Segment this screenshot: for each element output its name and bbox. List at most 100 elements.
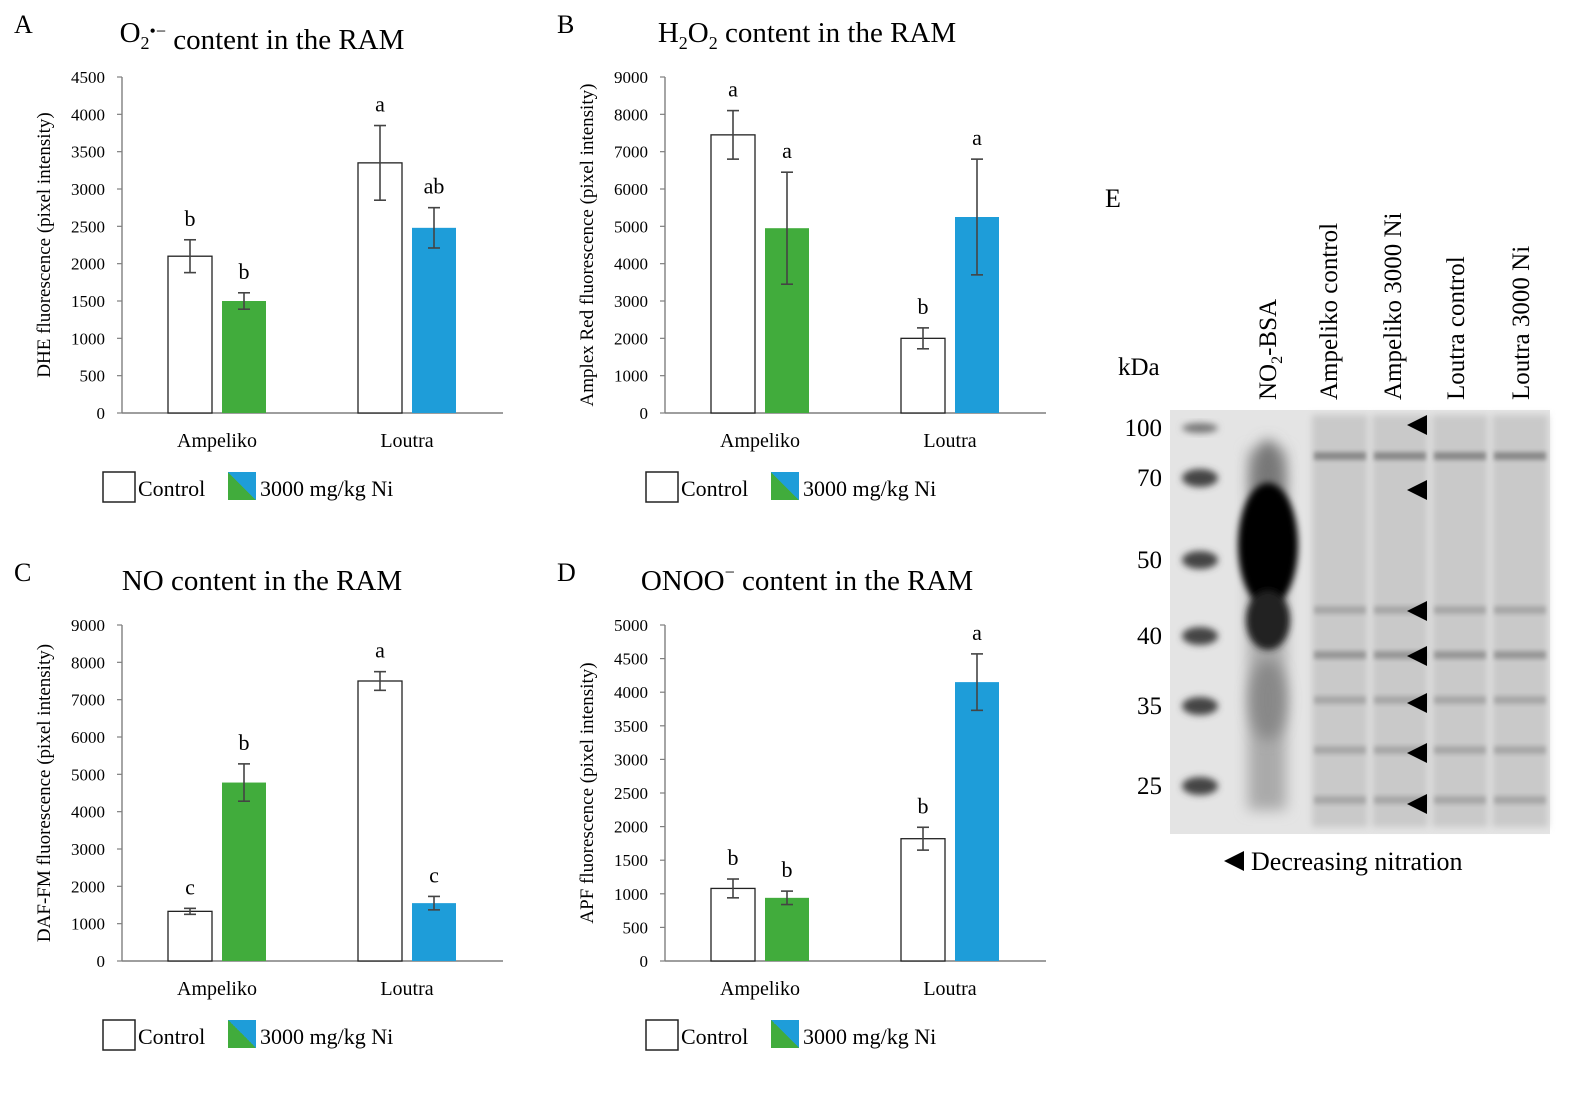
sample-lane	[1432, 415, 1488, 827]
y-tick-label: 2000	[71, 877, 105, 896]
marker-label: 50	[1137, 547, 1162, 574]
legend: Control 3000 mg/kg Ni	[102, 1019, 393, 1051]
lane-label: Loutra 3000 Ni	[1508, 246, 1535, 400]
chart-title: H2O2 content in the RAM	[658, 17, 956, 53]
legend-swatch-control	[102, 471, 136, 503]
significance-letter: b	[918, 793, 929, 818]
error-bar	[727, 878, 739, 899]
bsa-lane	[1238, 440, 1298, 810]
legend: Control 3000 mg/kg Ni	[645, 471, 936, 503]
legend-swatch-ni	[228, 472, 256, 500]
y-tick-label: 500	[623, 918, 649, 937]
y-tick-label: 1000	[71, 915, 105, 934]
error-bar	[428, 895, 440, 911]
significance-letter: c	[429, 862, 439, 887]
marker-label: 35	[1137, 693, 1162, 720]
y-tick-label: 8000	[71, 653, 105, 672]
bar-ni-ampeliko	[222, 301, 266, 413]
sample-lane	[1372, 415, 1428, 827]
bar-control-ampeliko	[710, 134, 756, 414]
y-tick-label: 4000	[614, 683, 648, 702]
y-tick-label: 3000	[71, 180, 105, 199]
bar-control-ampeliko	[710, 887, 756, 962]
x-category-label: Loutra	[923, 978, 976, 1000]
error-bar	[374, 124, 386, 201]
y-axis-label: Amplex Red fluorescence (pixel intensity…	[577, 84, 598, 407]
error-bar	[238, 291, 250, 311]
significance-letter: ab	[424, 174, 445, 199]
y-tick-label: 8000	[614, 105, 648, 124]
x-category-label: Ampeliko	[177, 430, 257, 452]
error-bar	[917, 826, 929, 851]
y-tick-label: 4500	[614, 650, 648, 669]
y-tick-label: 3500	[71, 143, 105, 162]
legend-swatch-ni	[771, 472, 799, 500]
y-tick-label: 7000	[614, 143, 648, 162]
bar-ni-loutra	[412, 227, 456, 413]
lane-label: Loutra control	[1443, 256, 1470, 400]
y-tick-label: 4000	[71, 803, 105, 822]
panel-label: D	[557, 558, 576, 587]
y-tick-label: 2500	[614, 784, 648, 803]
y-tick-label: 3000	[614, 292, 648, 311]
error-bar	[238, 763, 250, 803]
chart-title: O2•− content in the RAM	[120, 17, 405, 56]
bar-control-loutra	[900, 838, 946, 962]
y-axis-label: DHE fluorescence (pixel intensity)	[34, 112, 55, 377]
y-tick-label: 0	[97, 952, 106, 971]
y-tick-label: 1000	[71, 329, 105, 348]
ladder-lane	[1182, 423, 1218, 795]
sample-lane	[1312, 415, 1368, 827]
legend-swatch-control	[645, 471, 679, 503]
significance-letter: b	[918, 294, 929, 319]
y-tick-label: 9000	[614, 68, 648, 87]
x-category-label: Ampeliko	[720, 430, 800, 452]
y-tick-label: 2000	[614, 818, 648, 837]
y-tick-label: 0	[640, 952, 649, 971]
marker-label: 70	[1137, 465, 1162, 492]
x-category-label: Loutra	[923, 430, 976, 452]
panel-label: B	[557, 10, 574, 39]
chart-title: ONOO− content in the RAM	[641, 562, 973, 597]
chart-title: NO content in the RAM	[122, 565, 402, 597]
significance-letter: b	[782, 857, 793, 882]
significance-letter: a	[782, 138, 792, 163]
y-tick-label: 0	[640, 404, 649, 423]
y-tick-label: 7000	[71, 691, 105, 710]
y-tick-label: 9000	[71, 616, 105, 635]
blot-caption: Decreasing nitration	[1251, 847, 1463, 876]
marker-label: 25	[1137, 773, 1162, 800]
nitration-arrow-icon	[1407, 601, 1427, 621]
significance-letter: b	[239, 730, 250, 755]
lane-label: NO2-BSA	[1255, 299, 1286, 400]
y-tick-label: 500	[80, 367, 106, 386]
legend-label-ni: 3000 mg/kg Ni	[803, 1024, 936, 1049]
error-bar	[971, 158, 983, 276]
y-tick-label: 4000	[71, 105, 105, 124]
y-tick-label: 2500	[71, 217, 105, 236]
nitration-arrow-icon	[1407, 693, 1427, 713]
significance-letter: a	[375, 638, 385, 663]
y-axis-label: APF fluorescence (pixel intensity)	[577, 662, 598, 923]
chart-panel-d: D ONOO− content in the RAM APF fluorescenc…	[557, 558, 1046, 1051]
y-tick-label: 5000	[614, 616, 648, 635]
bar-control-ampeliko	[167, 910, 213, 962]
marker-label: 40	[1137, 623, 1162, 650]
bar-ni-ampeliko	[222, 782, 266, 961]
x-category-label: Ampeliko	[720, 978, 800, 1000]
y-axis-label: DAF-FM fluorescence (pixel intensity)	[34, 644, 55, 942]
chart-panel-b: B H2O2 content in the RAM Amplex Red fluor…	[557, 10, 1046, 503]
significance-letter: a	[728, 77, 738, 102]
error-bar	[781, 171, 793, 286]
legend-label-control: Control	[681, 476, 748, 501]
error-bar	[374, 670, 386, 692]
panel-label: E	[1105, 184, 1121, 213]
y-tick-label: 4500	[71, 68, 105, 87]
chart-panel-c: C NO content in the RAM DAF-FM fluorescenc…	[14, 558, 503, 1051]
legend-label-control: Control	[681, 1024, 748, 1049]
panel-label: C	[14, 558, 31, 587]
nitration-arrow-icon	[1407, 480, 1427, 500]
significance-letter: b	[728, 845, 739, 870]
legend-label-ni: 3000 mg/kg Ni	[803, 476, 936, 501]
